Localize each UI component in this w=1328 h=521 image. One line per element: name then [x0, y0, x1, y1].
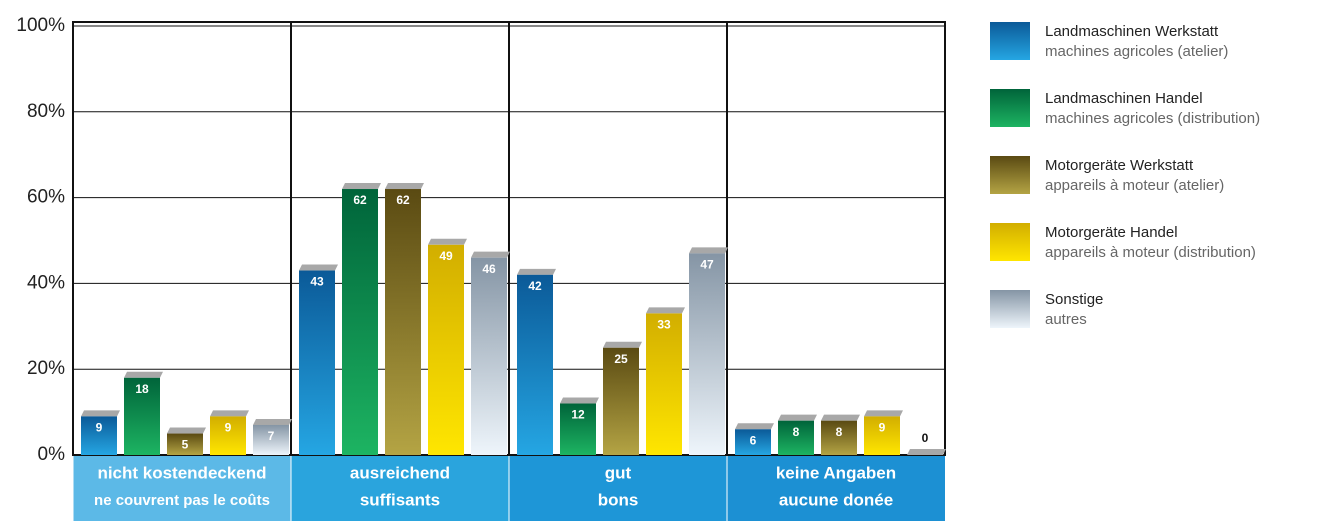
bar — [735, 429, 771, 455]
value-label: 46 — [482, 262, 496, 276]
legend-label: Landmaschinen Werkstatt — [1045, 23, 1219, 40]
y-tick-label: 60% — [27, 187, 65, 208]
legend-label: Landmaschinen Handel — [1045, 90, 1203, 107]
value-label: 7 — [268, 429, 275, 443]
bar-cap — [778, 414, 817, 421]
bar-cap — [385, 183, 424, 190]
y-tick-label: 20% — [27, 358, 65, 379]
bar-cap — [907, 449, 946, 455]
value-label: 43 — [310, 275, 324, 289]
value-label: 25 — [614, 352, 628, 366]
value-label: 9 — [96, 421, 103, 435]
legend-label: Motorgeräte Handel — [1045, 224, 1178, 241]
category-band — [291, 455, 509, 521]
bar-cap — [428, 238, 467, 245]
legend-swatch — [990, 156, 1030, 194]
bar — [821, 420, 857, 455]
legend-swatch — [990, 89, 1030, 127]
bar-cap — [821, 414, 860, 421]
value-label: 62 — [353, 193, 367, 207]
category-band — [727, 455, 945, 521]
bar — [646, 313, 682, 455]
value-label: 62 — [396, 193, 410, 207]
bar — [517, 274, 553, 455]
bar — [428, 244, 464, 455]
bar-cap — [689, 247, 728, 254]
x-tick-label-fr: bons — [598, 490, 639, 509]
x-tick-label: nicht kostendeckend — [97, 463, 266, 482]
category-band — [73, 455, 291, 521]
legend-swatch — [990, 223, 1030, 261]
x-tick-label-fr: ne couvrent pas le coûts — [94, 492, 270, 509]
value-label: 42 — [528, 279, 542, 293]
bar — [778, 420, 814, 455]
bar — [299, 270, 335, 455]
y-tick-label: 80% — [27, 101, 65, 122]
legend-label: Sonstige — [1045, 291, 1103, 308]
bar-cap — [646, 307, 685, 314]
x-tick-label-fr: suffisants — [360, 490, 440, 509]
bar-cap — [342, 183, 381, 190]
y-tick-label: 40% — [27, 272, 65, 293]
y-tick-label: 0% — [38, 444, 66, 465]
bar — [253, 424, 289, 455]
bar — [342, 189, 378, 455]
bar — [603, 347, 639, 455]
y-tick-label: 100% — [16, 15, 65, 36]
bar-cap — [735, 423, 774, 430]
value-label: 18 — [135, 382, 149, 396]
legend-sublabel: machines agricoles (distribution) — [1045, 110, 1260, 127]
plot-frame — [72, 21, 946, 456]
value-label: 8 — [836, 425, 843, 439]
bar-cap — [81, 410, 120, 417]
category-band — [509, 455, 727, 521]
value-label: 9 — [225, 421, 232, 435]
value-label: 33 — [657, 318, 671, 332]
value-label: 49 — [439, 249, 453, 263]
bar — [385, 189, 421, 455]
value-label: 6 — [750, 433, 757, 447]
bar-cap — [603, 341, 642, 348]
bar-cap — [560, 397, 599, 404]
legend-sublabel: autres — [1045, 311, 1087, 328]
value-label: 9 — [879, 421, 886, 435]
bar — [689, 253, 725, 455]
x-tick-label-fr: aucune donée — [779, 490, 893, 509]
value-label: 0 — [922, 431, 929, 445]
x-tick-label: ausreichend — [350, 463, 450, 482]
bar-cap — [299, 264, 338, 271]
bar-cap — [253, 418, 292, 425]
bar — [210, 416, 246, 455]
bar-cap — [864, 410, 903, 417]
x-tick-label: keine Angaben — [776, 463, 896, 482]
bar — [471, 257, 507, 455]
bar-cap — [167, 427, 206, 434]
bar — [167, 433, 203, 455]
legend-label: Motorgeräte Werkstatt — [1045, 157, 1194, 174]
bar-cap — [471, 251, 510, 258]
bar — [81, 416, 117, 455]
legend-sublabel: appareils à moteur (distribution) — [1045, 244, 1256, 261]
bar-cap — [210, 410, 249, 417]
bar-cap — [517, 268, 556, 275]
legend-sublabel: appareils à moteur (atelier) — [1045, 177, 1224, 194]
bar — [864, 416, 900, 455]
value-label: 12 — [571, 408, 585, 422]
legend-swatch — [990, 290, 1030, 328]
value-label: 47 — [700, 258, 714, 272]
value-label: 5 — [182, 438, 189, 452]
legend-sublabel: machines agricoles (atelier) — [1045, 43, 1228, 60]
bar — [560, 403, 596, 455]
x-tick-label: gut — [605, 463, 632, 482]
bar-cap — [124, 371, 163, 378]
value-label: 8 — [793, 425, 800, 439]
bar — [124, 377, 160, 455]
legend-swatch — [990, 22, 1030, 60]
